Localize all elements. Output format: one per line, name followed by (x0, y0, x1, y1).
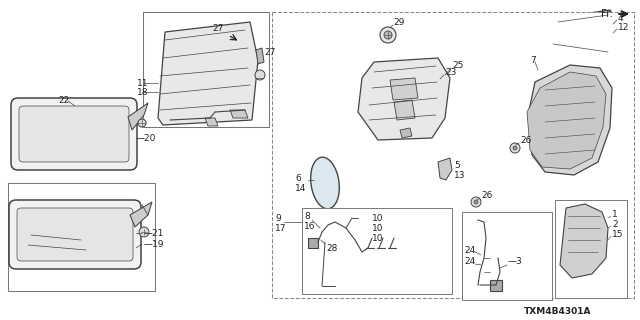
Polygon shape (256, 48, 264, 64)
Text: —20: —20 (136, 133, 156, 142)
FancyBboxPatch shape (19, 106, 129, 162)
Text: TXM4B4301A: TXM4B4301A (524, 308, 591, 316)
Text: 24: 24 (464, 245, 476, 254)
Text: 10: 10 (372, 234, 383, 243)
Text: 18: 18 (137, 87, 148, 97)
Circle shape (139, 227, 149, 237)
Text: 10: 10 (372, 213, 383, 222)
Polygon shape (527, 72, 606, 169)
Text: 27: 27 (264, 47, 275, 57)
Bar (302, 208, 452, 294)
Text: 25: 25 (452, 60, 463, 69)
Text: 2: 2 (612, 220, 618, 228)
Polygon shape (158, 22, 258, 125)
Circle shape (255, 70, 265, 80)
Bar (308, 238, 318, 248)
Text: 7: 7 (530, 55, 536, 65)
Polygon shape (205, 118, 218, 126)
FancyBboxPatch shape (17, 208, 133, 261)
Circle shape (380, 27, 396, 43)
Bar (143, 12, 269, 127)
Text: 9: 9 (275, 213, 281, 222)
FancyBboxPatch shape (9, 200, 141, 269)
Polygon shape (128, 103, 148, 130)
Text: 17: 17 (275, 223, 287, 233)
Text: 5: 5 (454, 161, 460, 170)
Bar (462, 212, 552, 300)
Text: 26: 26 (481, 190, 492, 199)
Circle shape (384, 31, 392, 39)
Text: 4: 4 (618, 13, 623, 22)
Text: 13: 13 (454, 171, 465, 180)
Text: 12: 12 (618, 22, 629, 31)
Text: 27: 27 (212, 23, 223, 33)
Text: —21: —21 (144, 228, 164, 237)
Polygon shape (438, 158, 452, 180)
Text: 11: 11 (137, 78, 148, 87)
Polygon shape (560, 204, 608, 278)
Circle shape (513, 146, 517, 150)
Bar (490, 280, 502, 291)
Text: 6: 6 (295, 173, 301, 182)
Text: 8: 8 (304, 212, 310, 220)
Text: Fr.: Fr. (601, 9, 613, 19)
Text: 15: 15 (612, 229, 623, 238)
Polygon shape (394, 100, 415, 120)
Polygon shape (432, 76, 441, 95)
Bar (272, 12, 634, 298)
FancyBboxPatch shape (11, 98, 137, 170)
Text: 10: 10 (372, 223, 383, 233)
Text: 29: 29 (393, 18, 404, 27)
Text: 23: 23 (445, 68, 456, 76)
Polygon shape (400, 128, 412, 138)
Text: 26: 26 (520, 135, 531, 145)
Bar (8, 183, 155, 291)
Text: 14: 14 (295, 183, 307, 193)
Text: —3: —3 (508, 258, 523, 267)
Bar (555, 200, 627, 298)
Circle shape (471, 197, 481, 207)
Text: 22: 22 (58, 95, 69, 105)
Text: 24: 24 (464, 258, 476, 267)
Text: 28: 28 (326, 244, 337, 252)
Circle shape (510, 143, 520, 153)
Polygon shape (390, 78, 418, 100)
Text: 1: 1 (612, 210, 618, 219)
Circle shape (138, 119, 146, 127)
Polygon shape (130, 202, 152, 227)
Polygon shape (230, 110, 248, 118)
Polygon shape (550, 10, 614, 55)
Ellipse shape (310, 157, 339, 209)
Text: 16: 16 (304, 221, 316, 230)
Circle shape (474, 200, 478, 204)
Text: —19: —19 (144, 239, 164, 249)
Polygon shape (528, 65, 612, 175)
Polygon shape (358, 58, 450, 140)
